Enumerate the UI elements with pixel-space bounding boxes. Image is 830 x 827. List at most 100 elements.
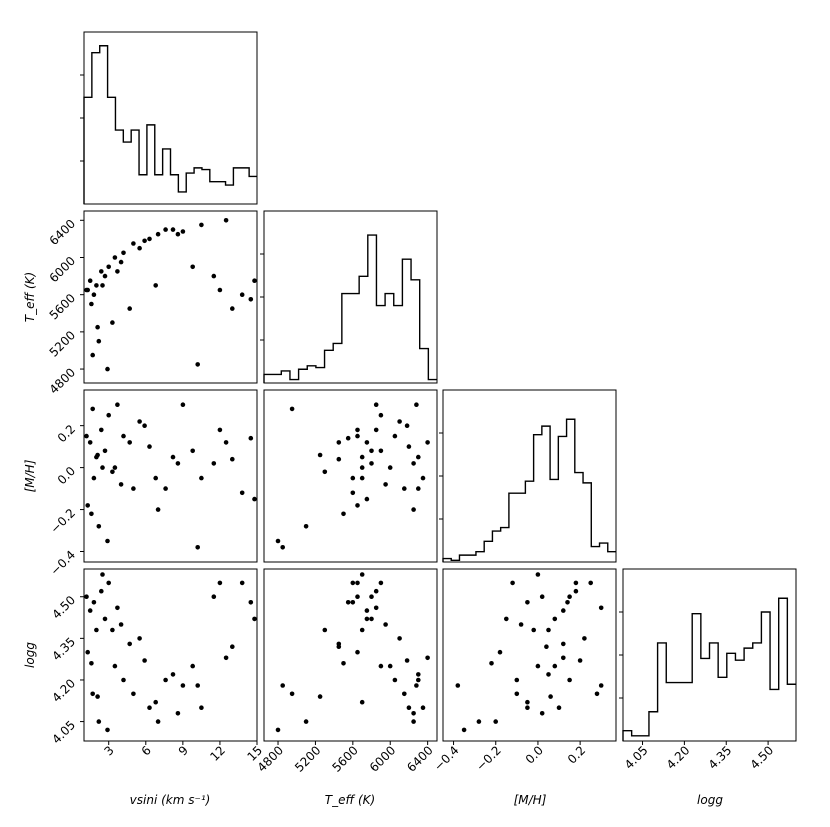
point-teff-vsini-9 [131, 241, 136, 246]
panel-frame-mh-vsini [83, 389, 258, 563]
point-teff-vsini-11 [147, 236, 152, 242]
point-logg-mh-9 [514, 691, 520, 697]
point-teff-vsini-27 [195, 362, 200, 367]
point-mh-vsini-21 [90, 406, 95, 412]
point-logg-teff-39 [317, 694, 323, 699]
point-logg-mh-19 [539, 594, 545, 599]
ytick-label-mh-1: −0.2 [48, 506, 79, 537]
point-logg-vsini-11 [147, 705, 152, 710]
point-mh-vsini-4 [106, 412, 111, 418]
point-logg-mh-7 [535, 663, 541, 669]
point-mh-teff-6 [355, 503, 360, 508]
point-teff-vsini-0 [87, 278, 93, 284]
point-mh-vsini-28 [217, 427, 223, 433]
point-logg-mh-31 [539, 711, 545, 716]
xtick-label-teff-3: 6000 [367, 743, 398, 774]
point-teff-vsini-30 [252, 278, 257, 284]
point-mh-vsini-12 [155, 507, 161, 512]
point-logg-vsini-14 [180, 683, 186, 688]
point-teff-vsini-22 [105, 366, 110, 372]
point-logg-vsini-5 [102, 616, 108, 622]
point-logg-teff-33 [404, 658, 410, 663]
point-logg-mh-18 [565, 600, 570, 605]
point-logg-teff-29 [336, 644, 342, 649]
xtick-label-vsini-1: 6 [139, 743, 154, 758]
point-mh-vsini-24 [127, 440, 132, 445]
point-logg-vsini-1 [94, 627, 99, 633]
point-logg-vsini-6 [85, 649, 90, 655]
point-logg-vsini-30 [252, 616, 257, 622]
point-logg-teff-25 [359, 699, 365, 705]
point-logg-teff-9 [402, 691, 407, 697]
point-logg-teff-5 [369, 616, 374, 622]
point-teff-vsini-38 [89, 301, 94, 307]
point-logg-mh-36 [535, 572, 541, 577]
ytick-label-teff-0: 4800 [47, 365, 78, 396]
point-mh-vsini-20 [96, 524, 102, 529]
point-logg-teff-31 [411, 711, 416, 716]
point-logg-mh-17 [510, 580, 515, 586]
point-logg-mh-30 [504, 616, 509, 622]
point-logg-vsini-7 [112, 663, 118, 669]
point-logg-mh-39 [548, 694, 553, 699]
x-axis-label-logg: logg [697, 793, 723, 807]
point-logg-mh-28 [573, 580, 579, 586]
point-teff-vsini-37 [84, 287, 89, 293]
point-mh-teff-22 [275, 538, 281, 544]
point-teff-vsini-16 [223, 218, 229, 223]
point-logg-vsini-33 [142, 658, 147, 663]
point-logg-teff-20 [303, 719, 309, 724]
point-mh-vsini-37 [84, 433, 89, 439]
point-mh-vsini-38 [89, 511, 94, 517]
xtick-label-logg-0: 4.05 [622, 743, 651, 772]
point-teff-vsini-3 [91, 292, 97, 298]
point-logg-mh-34 [518, 622, 524, 627]
ytick-label-teff-1: 5200 [47, 328, 78, 359]
point-mh-vsini-31 [175, 461, 181, 466]
xtick-label-teff-4: 6400 [404, 743, 435, 774]
y-axis-label-logg: logg [23, 642, 37, 668]
point-logg-mh-14 [598, 683, 604, 688]
point-logg-teff-15 [420, 705, 426, 710]
point-logg-vsini-32 [163, 677, 168, 683]
point-logg-mh-27 [455, 683, 461, 688]
y-axis-label-teff: T_eff (K) [23, 272, 37, 322]
point-logg-vsini-18 [248, 600, 254, 605]
point-mh-teff-15 [420, 475, 426, 481]
panel-frame-logg-teff [263, 568, 438, 742]
point-teff-vsini-13 [170, 227, 176, 232]
point-logg-mh-29 [544, 644, 549, 649]
point-teff-vsini-29 [230, 306, 235, 311]
ytick-label-mh-3: 0.2 [55, 422, 78, 445]
point-logg-teff-32 [416, 677, 421, 683]
point-mh-teff-24 [336, 440, 342, 445]
point-logg-teff-36 [359, 572, 365, 577]
point-logg-mh-2 [573, 588, 579, 594]
point-mh-vsini-2 [99, 427, 104, 433]
point-teff-vsini-18 [248, 297, 254, 302]
point-logg-teff-17 [350, 580, 356, 586]
point-mh-teff-3 [350, 475, 356, 481]
point-logg-mh-13 [546, 672, 551, 677]
point-logg-vsini-2 [99, 588, 104, 594]
point-mh-teff-5 [369, 448, 374, 454]
point-mh-teff-10 [397, 419, 402, 424]
point-logg-vsini-39 [95, 694, 100, 699]
point-mh-vsini-9 [131, 486, 136, 491]
point-logg-vsini-38 [89, 661, 94, 666]
xtick-label-vsini-3: 12 [207, 743, 228, 764]
point-mh-teff-4 [378, 412, 384, 418]
point-logg-mh-15 [525, 705, 530, 710]
point-logg-teff-19 [369, 594, 374, 599]
point-logg-vsini-24 [127, 641, 132, 647]
point-mh-vsini-19 [211, 461, 217, 466]
point-logg-teff-30 [364, 616, 370, 622]
point-mh-vsini-25 [153, 475, 158, 481]
y-axis-label-mh: [M/H] [23, 459, 37, 492]
point-teff-vsini-39 [95, 324, 100, 330]
xtick-label-logg-3: 4.50 [747, 743, 776, 772]
point-teff-vsini-8 [121, 250, 126, 256]
point-logg-teff-8 [392, 677, 398, 683]
point-teff-vsini-32 [163, 227, 168, 232]
